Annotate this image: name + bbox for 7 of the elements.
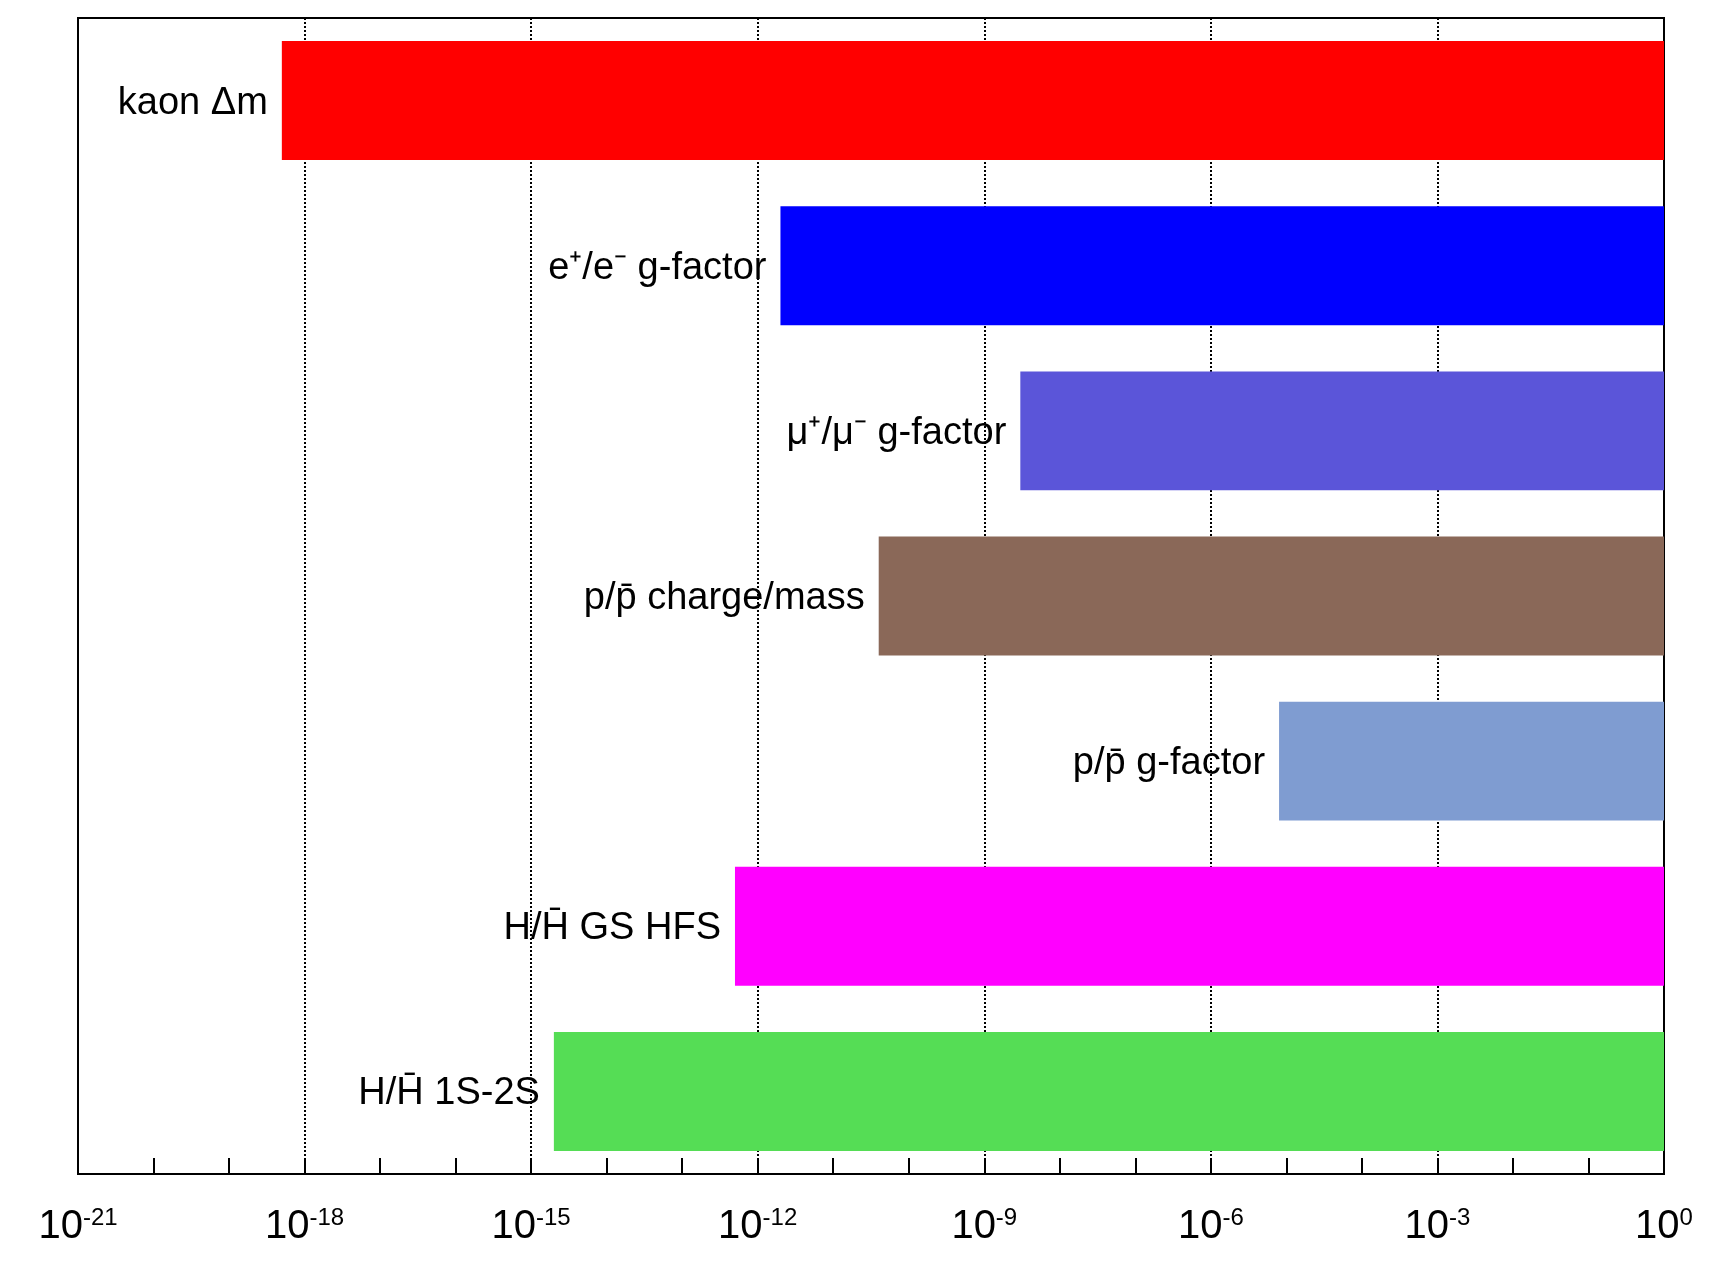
y-tick-label: H/H̄ 1S-2S — [358, 1070, 540, 1113]
y-tick-label: p/p̄ charge/mass — [583, 575, 865, 617]
y-tick-label: e⁺/e⁻ g-factor — [548, 244, 767, 287]
y-tick-label: H/H̄ GS HFS — [503, 905, 721, 948]
y-tick-label: kaon Δm — [117, 79, 268, 122]
y-tick-label: μ⁺/μ⁻ g-factor — [786, 409, 1007, 452]
y-tick-label: p/p̄ g-factor — [1072, 740, 1266, 783]
